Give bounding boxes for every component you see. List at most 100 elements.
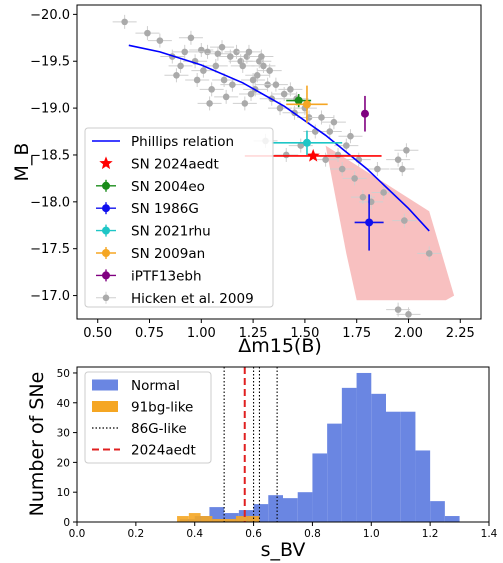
hicken-marker [156, 37, 164, 44]
normal-bar [224, 513, 239, 522]
hicken-point [232, 96, 257, 111]
legend-label: 86G-like [131, 421, 187, 437]
hicken-marker [272, 81, 280, 88]
hicken-point [178, 30, 203, 45]
normal-bar [356, 372, 372, 522]
bottom-x-tick-label: 0.8 [304, 528, 321, 540]
hicken-point [317, 124, 342, 139]
legend-label: 91bg-like [131, 400, 193, 416]
hicken-marker [144, 29, 151, 37]
hicken-marker [280, 90, 288, 98]
hicken-marker [173, 71, 180, 79]
hicken-point [197, 96, 222, 111]
normal-bar [371, 393, 386, 522]
hicken-marker [177, 62, 184, 70]
hicken-marker [218, 43, 226, 51]
legend-label: SN 2021rhu [131, 224, 211, 240]
phillips-curve-layer [128, 44, 430, 232]
normal-bar [430, 501, 445, 522]
histogram-layer [177, 372, 460, 522]
hicken-marker [245, 48, 253, 56]
hicken-marker [326, 128, 334, 135]
hicken-marker [276, 104, 284, 112]
top-x-tick-label: 1.00 [187, 326, 216, 341]
hicken-marker [214, 50, 222, 58]
bottom-y-tick-label: 10 [57, 487, 70, 499]
legend-marker-swatch [102, 271, 110, 280]
bg91-bar [247, 516, 260, 522]
top-x-tick-label: 0.50 [83, 326, 112, 341]
top-y-tick-label: −17.0 [30, 289, 70, 304]
hicken-marker [297, 142, 305, 149]
hicken-marker [258, 53, 265, 60]
hicken-marker [241, 100, 249, 107]
top-y-axis-label: M_B [11, 143, 33, 182]
hicken-marker [206, 100, 213, 107]
legend-patch-swatch [92, 401, 118, 412]
sn-marker-star [306, 148, 320, 162]
legend-marker-swatch [102, 181, 110, 190]
legend-label: Hicken et al. 2009 [131, 291, 254, 307]
hicken-point [168, 58, 193, 73]
top-y-tick-label: −19.0 [30, 102, 70, 117]
hicken-point [147, 33, 172, 48]
hicken-marker [282, 151, 290, 159]
hicken-point [185, 72, 210, 87]
top-x-tick-label: 1.75 [342, 326, 371, 341]
sn-marker [302, 100, 311, 109]
legend-label: 2024aedt [131, 443, 196, 459]
bottom-y-tick-label: 20 [57, 457, 70, 469]
bottom-y-axis-label: Number of SNe [26, 372, 48, 517]
hicken-point [249, 49, 274, 64]
phillips-curve [128, 44, 430, 232]
hicken-marker [343, 142, 350, 149]
hicken-marker [121, 18, 128, 26]
hicken-marker [200, 67, 207, 74]
top-legend-entry: Phillips relation [92, 134, 234, 150]
hicken-marker [403, 146, 410, 154]
legend-label: Phillips relation [131, 134, 234, 150]
hicken-marker [222, 93, 230, 101]
normal-bar [415, 450, 431, 522]
bg91-bar [235, 516, 248, 522]
hicken-point [342, 171, 367, 186]
hicken-point [112, 14, 137, 29]
top-legend: Phillips relation SN 2024aedt SN 2004eo SN … [84, 127, 274, 308]
bg91-bar [224, 519, 236, 522]
top-y-tick-label: −18.5 [30, 148, 70, 163]
top-y-ticks: −20.0 −19.5 −19.0 −18.5 −18.0 −17.5 −17.0 [30, 8, 77, 304]
bg91-bar [200, 516, 213, 522]
hicken-marker [227, 53, 234, 60]
top-y-tick-label: −19.5 [30, 55, 70, 70]
hicken-marker [212, 62, 220, 70]
top-x-tick-label: 0.75 [135, 326, 164, 341]
sn-marker [360, 109, 369, 118]
sn-marker [365, 218, 374, 227]
bottom-legend-box [84, 371, 212, 464]
hicken-point [386, 152, 411, 167]
hicken-point [268, 101, 293, 116]
hicken-marker [266, 67, 273, 74]
bottom-x-tick-label: 1.4 [481, 528, 498, 540]
bottom-x-tick-label: 0.6 [245, 528, 262, 540]
normal-bar [268, 495, 283, 522]
normal-bar [386, 411, 401, 522]
bottom-y-tick-label: 0 [63, 517, 70, 529]
hicken-point [394, 143, 419, 158]
bottom-x-tick-label: 0.2 [128, 528, 145, 540]
pink-region [325, 145, 455, 301]
hicken-point [365, 162, 390, 177]
bottom-legend-entry: 91bg-like [92, 400, 193, 416]
bottom-plot-frame [76, 366, 490, 523]
bottom-x-tick-label: 1.2 [422, 528, 439, 540]
hicken-marker [425, 250, 433, 257]
bottom-y-tick-label: 40 [57, 398, 70, 410]
bg91-bar [177, 516, 189, 522]
hicken-point [205, 46, 230, 61]
hicken-point [210, 40, 235, 55]
normal-bar [341, 387, 357, 522]
hicken-marker [334, 151, 342, 159]
hicken-point [263, 77, 288, 92]
top-panel: 0.50 0.75 1.00 1.25 1.50 1.75 2.00 2.25 −20.0 −1… [11, 4, 482, 357]
